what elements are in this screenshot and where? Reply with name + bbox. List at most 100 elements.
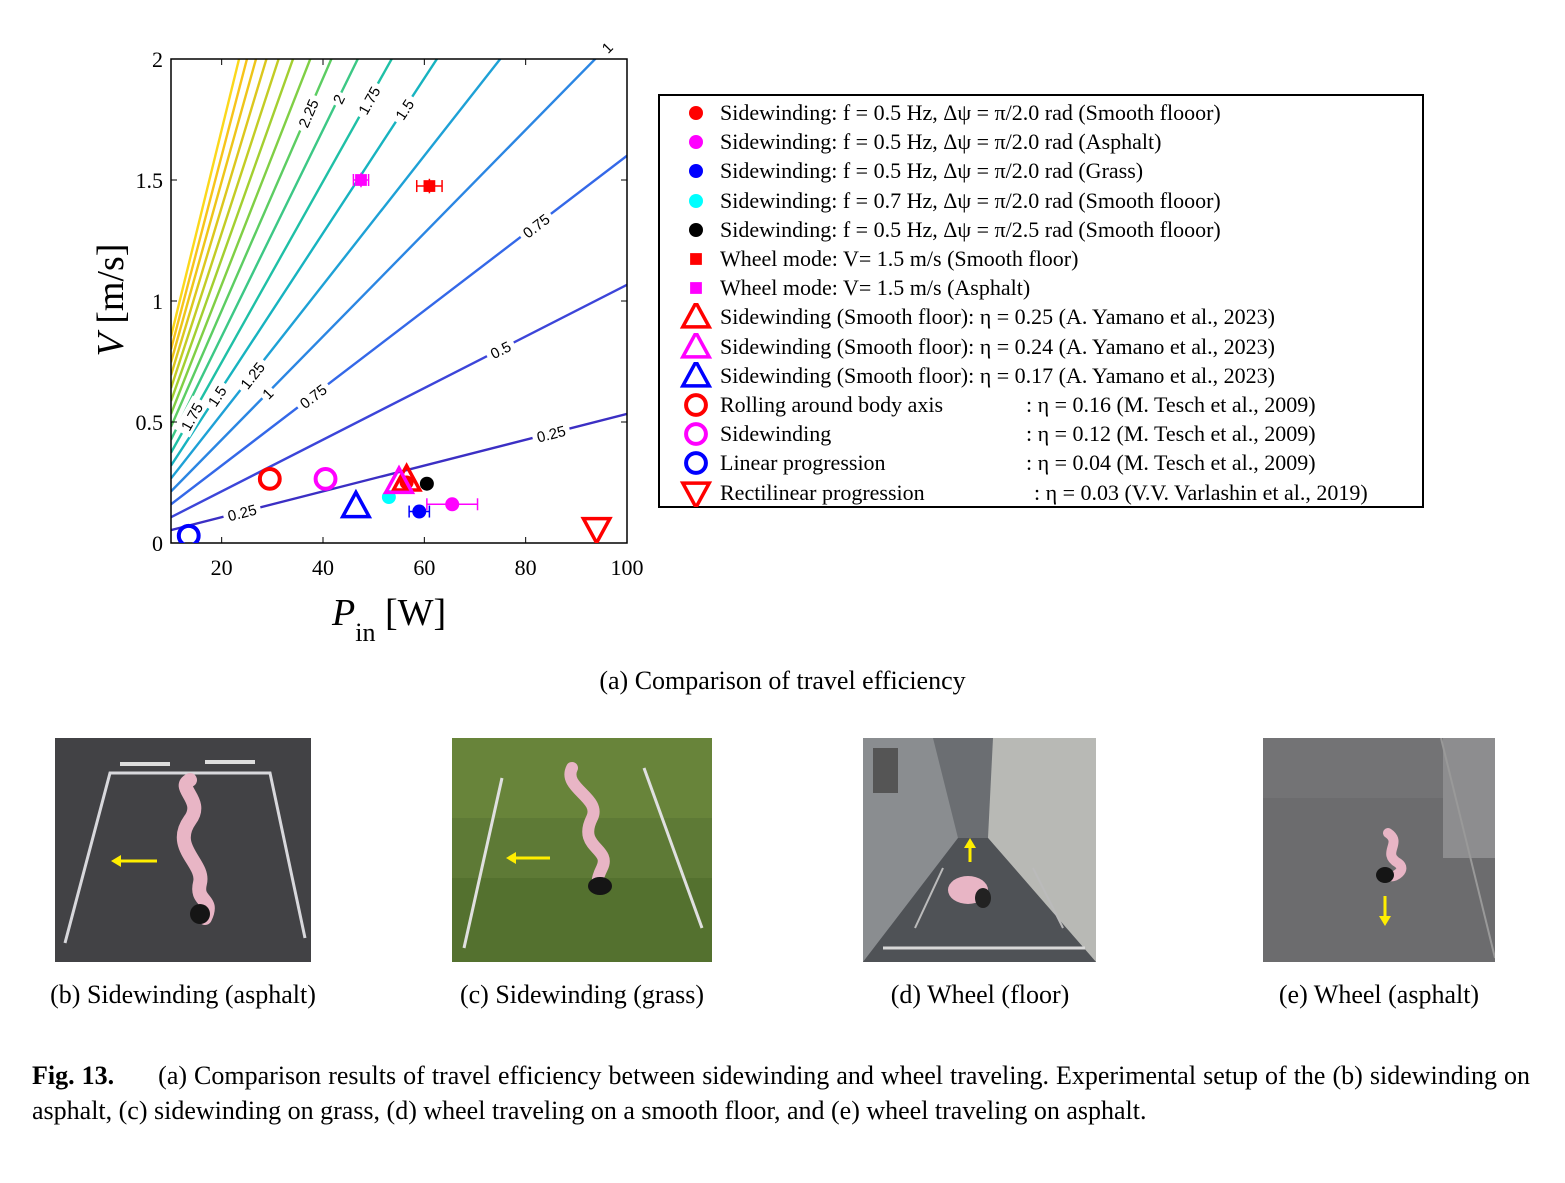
contour-label: 0.75	[515, 206, 557, 245]
marker-circle-open	[257, 466, 282, 491]
legend-marker	[689, 106, 703, 120]
legend-marker	[689, 193, 703, 208]
contour-label-bg	[255, 381, 279, 405]
legend-marker-shape	[684, 451, 708, 476]
legend-marker	[679, 332, 713, 359]
contour-label-text: 2.25	[296, 97, 323, 131]
data-point	[419, 476, 434, 491]
marker-triangle-down	[580, 516, 613, 543]
data-markers	[176, 172, 613, 543]
contour-label: 1	[595, 35, 619, 59]
legend-marker	[684, 393, 708, 417]
legend-label: Wheel mode: V= 1.5 m/s (Smooth floor)	[720, 246, 1079, 271]
contour-label: 0.5	[482, 334, 518, 365]
legend-label: Sidewinding	[720, 421, 832, 447]
caption-b: (b) Sidewinding (asphalt)	[50, 980, 316, 1009]
data-point	[415, 178, 443, 194]
legend-marker	[684, 422, 708, 447]
contour-lines	[171, 59, 627, 532]
x-tick-label: 60	[413, 555, 435, 580]
contour-label-bg	[351, 79, 386, 122]
contour-label-bg	[388, 91, 420, 127]
data-point	[580, 516, 613, 543]
legend-label: Sidewinding: f = 0.5 Hz, Δψ = π/2.0 rad …	[720, 158, 1144, 184]
y-tick-label: 0	[152, 531, 163, 556]
legend-label: Sidewinding: f = 0.7 Hz, Δψ = π/2.0 rad …	[720, 187, 1221, 213]
legend-marker	[679, 480, 713, 507]
data-point	[426, 497, 479, 512]
contour-label-bg	[221, 498, 263, 526]
legend-label: Rolling around body axis	[720, 392, 944, 417]
contour-label-bg	[595, 35, 619, 59]
legend-marker-shape	[679, 332, 713, 359]
contour-label-bg	[530, 419, 572, 447]
caption-a: (a) Comparison of travel efficiency	[599, 666, 966, 695]
legend-label: Sidewinding: f = 0.5 Hz, Δψ = π/2.0 rad …	[720, 100, 1221, 125]
y-tick-label: 1.5	[136, 168, 164, 193]
marker-triangle-up	[382, 464, 416, 495]
contour-label-bg	[292, 377, 334, 415]
photo-wheel-asphalt	[1263, 738, 1495, 962]
legend-marker-shape	[690, 253, 702, 265]
data-point	[408, 504, 431, 519]
legend-label: Rectilinear progression	[720, 479, 925, 505]
legend-marker-shape	[679, 361, 713, 388]
legend-marker	[690, 282, 702, 295]
marker-square-filled	[423, 180, 436, 192]
contour-line	[171, 154, 627, 506]
contour-line	[171, 59, 597, 493]
efficiency-chart: 0.250.250.50.750.75111.251.251.51.51.51.…	[90, 35, 644, 647]
x-tick-label: 80	[515, 555, 537, 580]
contour-line	[171, 59, 333, 428]
caption-e: (e) Wheel (asphalt)	[1278, 980, 1480, 1009]
y-tick-label: 1	[152, 289, 163, 314]
marker-circle-filled	[445, 497, 460, 512]
legend-marker-shape	[689, 135, 703, 150]
legend-marker	[689, 164, 703, 179]
contour-line	[171, 59, 280, 389]
figure-label: Fig. 13.	[32, 1061, 115, 1090]
contour-label-bg	[291, 92, 324, 135]
data-point	[176, 523, 201, 543]
legend-marker	[679, 361, 713, 388]
marker-triangle-up	[390, 462, 423, 492]
contour-line	[171, 59, 241, 337]
legend-marker-shape	[679, 480, 713, 507]
legend-label: Wheel mode: V= 1.5 m/s (Asphalt)	[720, 275, 1031, 301]
figure-caption-text: (a) Comparison results of travel efficie…	[32, 1061, 1530, 1125]
legend-marker	[689, 222, 703, 237]
contour-label-bg	[327, 88, 350, 110]
legend-marker	[690, 253, 702, 265]
data-point	[339, 488, 373, 519]
legend-marker-shape	[689, 193, 703, 208]
contour-label: 2.25	[291, 92, 324, 135]
x-tick-label: 40	[312, 555, 334, 580]
figure-caption: Fig. 13. (a) Comparison results of travel…	[32, 1058, 1530, 1128]
data-point	[257, 466, 282, 491]
marker-circle-open	[313, 466, 338, 491]
contour-label-bg	[200, 378, 233, 414]
marker-triangle-up	[339, 488, 373, 519]
legend-label: Sidewinding (Smooth floor): η = 0.17 (A.…	[720, 362, 1275, 388]
legend-marker	[689, 135, 703, 150]
contour-line	[171, 59, 295, 402]
legend-eta: : η = 0.16 (M. Tesch et al., 2009)	[1026, 392, 1316, 417]
legend-eta: : η = 0.04 (M. Tesch et al., 2009)	[1026, 450, 1316, 476]
contour-line	[171, 59, 312, 415]
legend-label: Linear progression	[720, 450, 886, 476]
contour-line	[171, 59, 394, 454]
y-axis-label: V [m/s]	[90, 244, 132, 357]
legend-label: Sidewinding (Smooth floor): η = 0.24 (A.…	[720, 333, 1275, 359]
legend-marker-shape	[689, 164, 703, 179]
data-point	[313, 466, 338, 491]
contour-label: 0.25	[221, 498, 263, 526]
legend-marker-shape	[679, 303, 713, 330]
y-tick-label: 0.5	[136, 410, 164, 435]
contour-line	[171, 59, 258, 363]
legend-marker	[679, 303, 713, 330]
legend-marker-shape	[684, 422, 708, 447]
marker-square-filled	[355, 174, 367, 186]
axis-ticks: 20 40 60 80 100 0 0.5 1 1.5 2	[136, 47, 644, 580]
legend-marker-shape	[689, 106, 703, 120]
legend-label: Sidewinding (Smooth floor): η = 0.25 (A.…	[720, 304, 1275, 330]
